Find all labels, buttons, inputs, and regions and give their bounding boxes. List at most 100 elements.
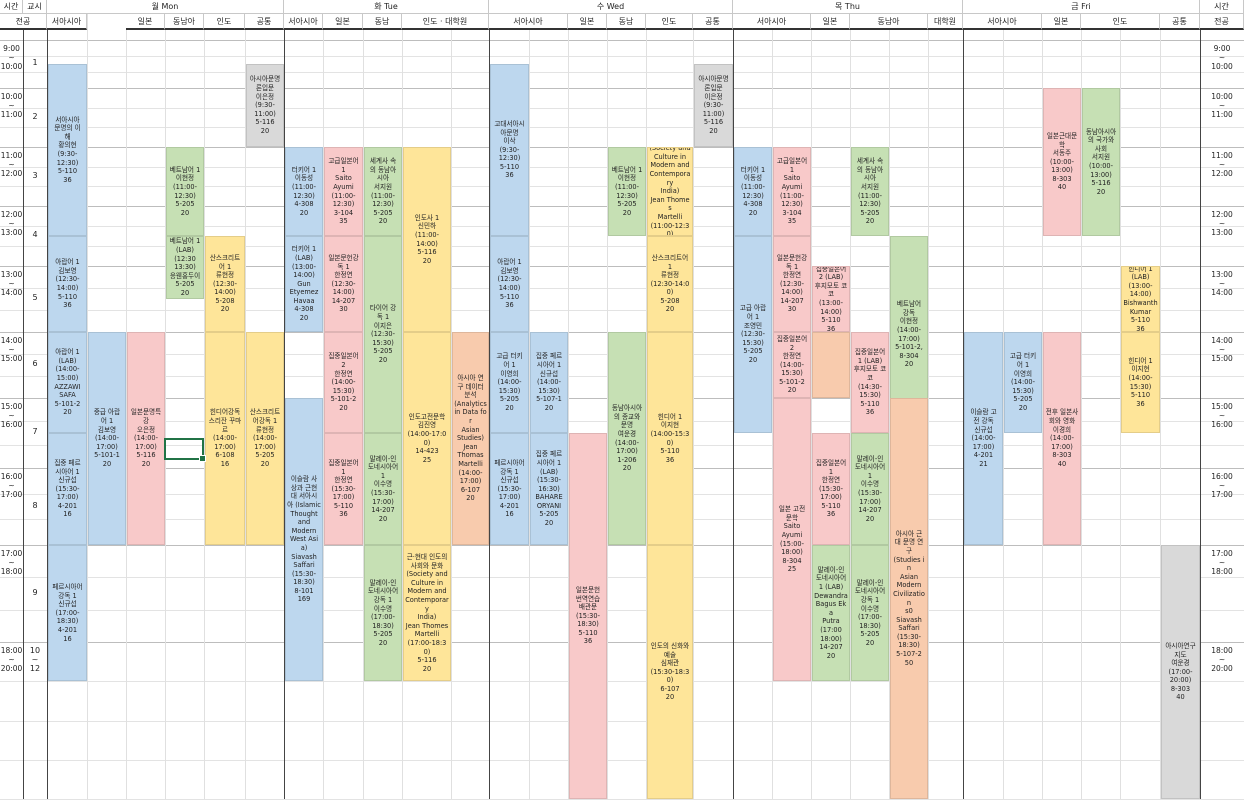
- course-block[interactable]: 동남아시아 의 국가와 사회 서지원 (10:00- 13:00) 5-116 …: [1082, 88, 1120, 236]
- course-block[interactable]: 아랍어 1 (LAB) (14:00- 15:00) AZZAWI SAFA 5…: [48, 332, 87, 433]
- course-block[interactable]: [812, 332, 850, 398]
- course-block[interactable]: 이슬람 사 상과 근현 대 서아시 아 (Islamic Thought and…: [285, 398, 323, 682]
- grid-col-line: [87, 0, 88, 799]
- course-block[interactable]: 고급일본어 1 Saito Ayumi (11:00- 12:30) 3-104…: [324, 147, 363, 236]
- course-block[interactable]: 페르시아어 강독 1 신규섭 (15:30- 17:00) 4-201 16: [490, 433, 529, 545]
- grid-col-line: [889, 0, 890, 799]
- course-block[interactable]: 산스크리트어 1 류현정 (12:30-14:00) 5-208 20: [647, 236, 693, 332]
- course-block[interactable]: 서아시아 문명의 이 해 황의현 (9:30- 12:30) 5-110 36: [48, 64, 87, 236]
- course-block[interactable]: 인도사 1 신민하 (11:00- 14:00) 5-116 20: [403, 147, 451, 332]
- grid-col-line: [1120, 0, 1121, 799]
- course-block[interactable]: 인도의 신화와 예술 심재관 (15:30-18:30) 6-107 20: [647, 545, 693, 799]
- grid-row-line: [0, 310, 1244, 311]
- grid-col-line: [607, 0, 608, 799]
- course-block[interactable]: 집중일본어 1 한정연 (15:30- 17:00) 5-110 36: [812, 433, 850, 545]
- course-block[interactable]: 세계사 속 의 동남아 시아 서지원 (11:00- 12:30) 5-205 …: [851, 147, 889, 236]
- course-block[interactable]: 힌디어 1 (LAB) (13:00- 14:00) Bishwanth Kum…: [1121, 266, 1160, 332]
- course-block[interactable]: 타이어 강 독 1 이지은 (12:30- 15:30) 5-205 20: [364, 236, 402, 433]
- course-block[interactable]: 고급일본어 1 Saito Ayumi (11:00- 12:30) 3-104…: [773, 147, 811, 236]
- course-block[interactable]: 이슬람 고 전 강독 신규섭 (14:00- 17:00) 4-201 21: [964, 332, 1003, 545]
- course-block[interactable]: 인도고전문학 김진영 (14:00-17:00) 14-423 25: [403, 332, 451, 545]
- course-block[interactable]: 집중일본어 2 (LAB) 후지모토 코 코 (13:00- 14:00) 5-…: [812, 266, 850, 332]
- course-block[interactable]: 페르시아어 강독 1 신규섭 (17:00- 18:30) 4-201 16: [48, 545, 87, 682]
- course-block[interactable]: 베트남어 1 (LAB) (12:30 13:30) 응웬홍두이 5-205 2…: [166, 236, 204, 299]
- time-label: 15:00 ~ 16:00: [0, 402, 23, 429]
- course-block[interactable]: 전후 일본사 회와 영화 이경희 (14:00- 17:00) 8-303 40: [1043, 332, 1081, 545]
- course-block[interactable]: 집중 페르 시아어 1 신규섭 (15:30- 17:00) 4-201 16: [48, 433, 87, 545]
- grid-col-line: [693, 0, 694, 799]
- grid-col-line: [363, 0, 364, 799]
- grid-col-line: [529, 0, 530, 799]
- course-block[interactable]: 중급 아랍 어 1 김보영 (14:00- 17:00) 5-101-1 20: [88, 332, 126, 545]
- course-block[interactable]: 근·현대 인도의 사회와 문화 (Society and Culture in …: [403, 545, 451, 682]
- course-block[interactable]: 힌디어강독 스리잔 꾸마 르 (14:00- 17:00) 6-108 16: [205, 332, 245, 545]
- grid-row-line: [0, 56, 1244, 57]
- course-block[interactable]: 집중 페르 시아어 1 신규섭 (14:00- 15:30) 5-107-1 2…: [530, 332, 568, 433]
- course-block[interactable]: 근·현대 인도의 사회와 문화 (Society and Culture in …: [647, 147, 693, 236]
- selected-cell[interactable]: [164, 438, 206, 462]
- grid-col-line: [165, 0, 166, 799]
- course-block[interactable]: 터키어 1 (LAB) (13:00- 14:00) Gun Etyemez H…: [285, 236, 323, 332]
- grid-col-line: [963, 0, 964, 799]
- course-block[interactable]: 세계사 속 의 동남아 시아 서지원 (11:00- 12:30) 5-205 …: [364, 147, 402, 236]
- grid-row-line: [0, 642, 1244, 643]
- grid-col-line: [204, 0, 205, 799]
- time-label: 13:00 ~ 14:00: [0, 270, 23, 297]
- course-block[interactable]: 베트남어 1 이현정 (11:00- 12:30) 5-205 20: [608, 147, 646, 236]
- course-block[interactable]: 산스크리트 어 1 류현정 (12:30- 14:00) 5-208 20: [205, 236, 245, 332]
- course-block[interactable]: 고급 터키 어 1 이영희 (14:00- 15:30) 5-205 20: [1004, 332, 1042, 433]
- course-block[interactable]: 말레이-인 도네시아어 강독 1 이수명 (17:00- 18:30) 5-20…: [364, 545, 402, 682]
- course-block[interactable]: 터키어 1 이동성 (11:00- 12:30) 4-308 20: [285, 147, 323, 236]
- course-block[interactable]: 일본문헌 번역연습 배관문 (15:30- 18:30) 5-110 36: [569, 433, 607, 799]
- period-number: 7: [32, 427, 38, 436]
- time-label-right: 13:00 ~ 14:00: [1211, 270, 1233, 297]
- course-block[interactable]: 힌디어 1 이지현 (14:00-15:30) 5-110 36: [647, 332, 693, 545]
- course-block[interactable]: 집중일본어 2 한정연 (14:00- 15:30) 5-101-2 20: [773, 332, 811, 398]
- grid-col-line: [928, 0, 929, 799]
- course-block[interactable]: 아시아문명 론입문 이은정 (9:30- 11:00) 5-116 20: [694, 64, 733, 147]
- course-block[interactable]: 일본문헌강 독 1 한정연 (12:30- 14:00) 14-207 30: [773, 236, 811, 332]
- major-header: 전공: [0, 14, 47, 30]
- course-block[interactable]: 일본문헌강 독 1 한정연 (12:30- 14:00) 14-207 30: [324, 236, 363, 332]
- course-block[interactable]: 힌디어 1 이지현 (14:00- 15:30) 5-110 36: [1121, 332, 1160, 433]
- course-block[interactable]: 베트남어 1 이현정 (11:00- 12:30) 5-205 20: [166, 147, 204, 236]
- subcolumn-header: 서아시아: [963, 14, 1042, 30]
- grid-row-line: [0, 577, 1244, 578]
- course-block[interactable]: 말레이-인 도네시아어 1 이수명 (15:30- 17:00) 14-207 …: [364, 433, 402, 545]
- course-block[interactable]: 고대서아시 아문명 이삭 (9:30- 12:30) 5-110 36: [490, 64, 529, 236]
- course-block[interactable]: 일본 고전 문학 Saito Ayumi (15:00- 18:00) 8-30…: [773, 398, 811, 682]
- course-block[interactable]: 말레이-인 도네시아어 1 이수명 (15:30- 17:00) 14-207 …: [851, 433, 889, 545]
- course-block[interactable]: 아시아 근 대 문명 연 구 (Studies in Asian Modern …: [890, 398, 928, 799]
- course-block[interactable]: 산스크리트 어강독 1 류현정 (14:00- 17:00) 5-205 20: [246, 332, 284, 545]
- grid-row-line: [0, 72, 1244, 73]
- course-block[interactable]: 고급 터키 어 1 이영희 (14:00- 15:30) 5-205 20: [490, 332, 529, 433]
- course-block[interactable]: 일본문명특 강 오은정 (14:00- 17:00) 5-116 20: [127, 332, 165, 545]
- course-block[interactable]: 집중일본어 1 (LAB) 후지모토 코 코 (14:30- 15:30) 5-…: [851, 332, 889, 433]
- course-block[interactable]: 아시아문명 론입문 이은정 (9:30- 11:00) 5-116 20: [246, 64, 284, 147]
- day-header: 화 Tue: [284, 0, 489, 14]
- course-block[interactable]: 아랍어 1 김보영 (12:30- 14:00) 5-110 36: [490, 236, 529, 332]
- grid-col-line: [772, 0, 773, 799]
- subcolumn-header: 일본: [323, 14, 363, 30]
- grid-col-line: [1042, 0, 1043, 799]
- time-label-right: 11:00 ~ 12:00: [1211, 151, 1233, 178]
- time-label: 12:00 ~ 13:00: [0, 210, 23, 237]
- course-block[interactable]: 아시아 연 구 데이터 분석 (Analytics in Data for As…: [452, 332, 489, 545]
- course-block[interactable]: 일본근대문 학 서동주 (10:00- 13:00) 8-303 40: [1043, 88, 1081, 236]
- course-block[interactable]: 집중 페르 시아어 1 (LAB) (15:30- 16:30) BAHARE …: [530, 433, 568, 545]
- course-block[interactable]: 말레이-인 도네시아어 1 (LAB) Dewandra Bagus Eka P…: [812, 545, 850, 682]
- period-number: 3: [32, 170, 38, 180]
- course-block[interactable]: 아시아연구 지도 여운경 (17:00- 20:00) 8-303 40: [1161, 545, 1200, 799]
- period-number: 1: [32, 58, 38, 67]
- subcolumn-header: 서아시아: [47, 14, 87, 30]
- course-block[interactable]: 고급 아랍 어 1 조영민 (12:30- 15:30) 5-205 20: [734, 236, 772, 433]
- course-block[interactable]: 말레이-인 도네시아어 강독 1 이수명 (17:00- 18:30) 5-20…: [851, 545, 889, 682]
- course-block[interactable]: 집중일본어 1 한정연 (15:30- 17:00) 5-110 36: [324, 433, 363, 545]
- course-block[interactable]: 동남아시아 의 종교와 문명 여운경 (14:00- 17:00) 1-206 …: [608, 332, 646, 545]
- course-block[interactable]: 터키어 1 이동성 (11:00- 12:30) 4-308 20: [734, 147, 772, 236]
- major-header-right: 전공: [1200, 14, 1244, 30]
- grid-row-line: [0, 246, 1244, 247]
- course-block[interactable]: 집중일본어 2 한정연 (14:00- 15:30) 5-101-2 20: [324, 332, 363, 433]
- course-block[interactable]: 아랍어 1 김보영 (12:30- 14:00) 5-110 36: [48, 236, 87, 332]
- grid-row-line: [0, 88, 1244, 89]
